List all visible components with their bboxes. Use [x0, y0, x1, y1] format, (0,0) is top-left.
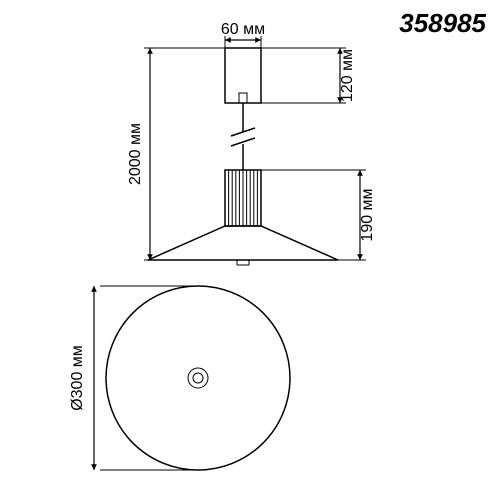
svg-text:120 мм: 120 мм [339, 49, 356, 102]
svg-text:190 мм: 190 мм [359, 188, 376, 241]
technical-drawing: 60 мм 120 мм 190 мм 2000 мм Ø300 мм [0, 0, 500, 500]
product-code: 358985 [399, 8, 486, 39]
svg-text:Ø300 мм: Ø300 мм [69, 345, 86, 411]
svg-text:2000 мм: 2000 мм [127, 123, 144, 185]
svg-text:60 мм: 60 мм [221, 21, 265, 38]
